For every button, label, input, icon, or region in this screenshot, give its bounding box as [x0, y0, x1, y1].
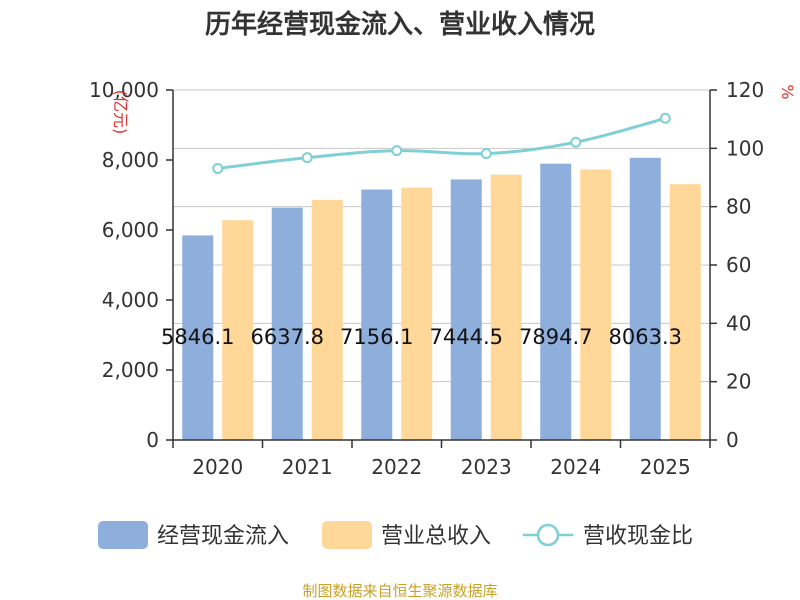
bar-cash-inflow-2021 [271, 207, 303, 440]
ratio-point-2025 [659, 112, 671, 124]
ratio-point-2023 [480, 148, 492, 160]
left-tick-label-4: 8,000 [102, 148, 159, 172]
bar-revenue-2023 [490, 174, 522, 440]
bar-cash-inflow-2023 [450, 179, 482, 440]
axes: 0 2,000 4,000 6,000 8,000 10,000 0 20 40 60 80 100 1… [89, 78, 764, 479]
ratio-point-2020 [212, 162, 224, 174]
right-tick-label-0: 0 [726, 428, 739, 452]
ratio-line [212, 112, 671, 174]
left-tick-label-3: 6,000 [102, 218, 159, 242]
bar-revenue-2020 [222, 220, 254, 440]
right-tick-label-4: 80 [726, 195, 751, 219]
x-tick-label-2021: 2021 [282, 455, 333, 479]
data-label-cash-inflow-2020: 5846.1 [161, 325, 234, 349]
right-tick-label-2: 40 [726, 311, 751, 335]
data-label-cash-inflow-2024: 7894.7 [519, 325, 592, 349]
ratio-point-2022 [391, 145, 403, 157]
x-tick-label-2025: 2025 [640, 455, 691, 479]
legend-swatch-revenue [322, 521, 372, 549]
left-tick-label-1: 2,000 [102, 358, 159, 382]
chart-title: 历年经营现金流入、营业收入情况 [205, 9, 595, 40]
left-tick-label-2: 4,000 [102, 288, 159, 312]
ratio-point-2024 [570, 136, 582, 148]
bar-cash-inflow-2020 [182, 235, 214, 440]
right-tick-label-3: 60 [726, 253, 751, 277]
legend-label-ratio: 营收现金比 [583, 524, 693, 549]
data-label-cash-inflow-2025: 8063.3 [609, 325, 682, 349]
bar-revenue-2025 [669, 184, 701, 440]
right-tick-label-1: 20 [726, 370, 751, 394]
bar-revenue-2024 [580, 169, 612, 440]
bar-cash-inflow-2022 [361, 189, 393, 440]
legend-swatch-cash-inflow [98, 521, 148, 549]
left-tick-label-0: 0 [146, 428, 159, 452]
bar-cash-inflow-2025 [629, 157, 661, 441]
data-label-cash-inflow-2022: 7156.1 [340, 325, 413, 349]
right-tick-label-6: 120 [726, 78, 764, 102]
ratio-point-2021 [301, 152, 313, 164]
data-labels: 5846.1 6637.8 7156.1 7444.5 7894.7 8063.3 [161, 325, 682, 349]
x-tick-label-2022: 2022 [371, 455, 422, 479]
left-axis-unit: (亿元) [111, 90, 130, 135]
grid-lines [173, 89, 710, 383]
bar-revenue-2021 [311, 199, 343, 440]
bar-revenue-2022 [401, 187, 433, 440]
data-label-cash-inflow-2021: 6637.8 [251, 325, 324, 349]
legend-label-revenue: 营业总收入 [381, 524, 491, 549]
legend-marker-ratio [536, 523, 560, 547]
bar-cash-inflow-2024 [540, 163, 572, 441]
data-source-note: 制图数据来自恒生聚源数据库 [302, 582, 497, 600]
ratio-line-path [217, 116, 666, 170]
legend-label-cash-inflow: 经营现金流入 [157, 524, 289, 549]
legend: 经营现金流入 营业总收入 营收现金比 [98, 521, 693, 549]
data-label-cash-inflow-2023: 7444.5 [430, 325, 503, 349]
right-axis-unit: % [778, 84, 797, 99]
x-tick-label-2024: 2024 [550, 455, 601, 479]
bars [182, 157, 701, 441]
x-tick-label-2023: 2023 [461, 455, 512, 479]
x-tick-label-2020: 2020 [192, 455, 243, 479]
right-tick-label-5: 100 [726, 136, 764, 160]
left-tick-label-5: 10,000 [89, 78, 159, 102]
